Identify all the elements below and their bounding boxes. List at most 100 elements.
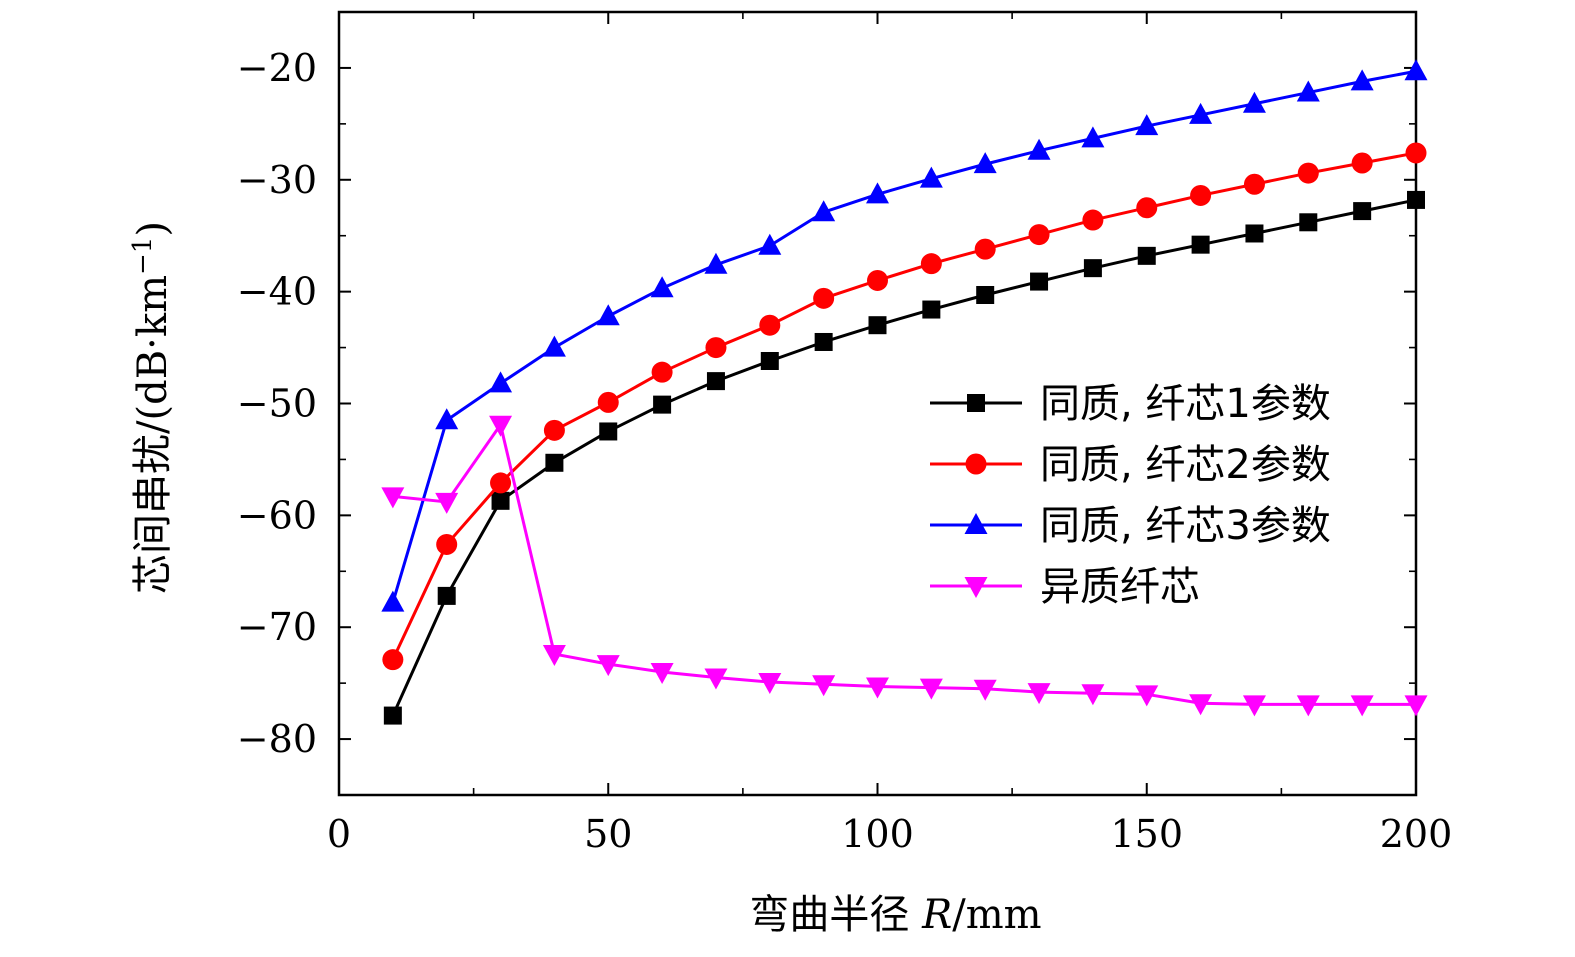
data-point xyxy=(1245,224,1264,243)
data-point xyxy=(1081,684,1105,706)
data-point xyxy=(1189,694,1213,716)
data-point xyxy=(489,415,513,437)
data-point xyxy=(1082,209,1104,231)
data-point xyxy=(542,645,566,667)
y-tick-label: −20 xyxy=(237,46,317,90)
data-point xyxy=(542,335,566,357)
svg-text:芯间串扰/(dB·km−1): 芯间串扰/(dB·km−1) xyxy=(128,221,176,594)
x-tick-label: 200 xyxy=(1380,812,1453,856)
data-point xyxy=(1404,695,1428,717)
legend-item: 同质, 纤芯2参数 xyxy=(930,442,1331,488)
data-point xyxy=(758,673,782,695)
legend-label: 异质纤芯 xyxy=(1040,564,1200,610)
data-point xyxy=(1191,235,1210,254)
data-point xyxy=(1407,190,1425,209)
data-point xyxy=(435,408,459,430)
y-tick-label: −80 xyxy=(237,717,317,761)
data-point xyxy=(974,238,996,260)
x-tick-label: 0 xyxy=(327,812,351,856)
y-tick-label: −30 xyxy=(237,158,317,202)
y-tick-label: −40 xyxy=(237,270,317,314)
data-point xyxy=(1081,126,1105,148)
legend-item: 同质, 纤芯1参数 xyxy=(930,381,1331,427)
legend-item: 同质, 纤芯3参数 xyxy=(930,503,1331,549)
data-point xyxy=(650,276,674,298)
data-point xyxy=(1353,202,1372,221)
y-axis-title-close: ) xyxy=(130,221,176,237)
data-point xyxy=(1296,80,1320,102)
y-axis-title-superscript: −1 xyxy=(128,237,158,275)
data-point xyxy=(1404,59,1428,81)
data-point xyxy=(973,679,997,701)
data-point xyxy=(868,316,887,335)
data-point xyxy=(758,233,782,255)
data-point xyxy=(383,706,402,725)
data-point xyxy=(1351,152,1373,174)
data-point xyxy=(1297,162,1319,184)
data-point xyxy=(653,395,672,414)
x-axis-title-prefix: 弯曲半径 xyxy=(749,892,922,938)
data-point xyxy=(490,472,512,494)
data-point xyxy=(1027,138,1051,160)
data-point xyxy=(650,662,674,684)
legend-marker xyxy=(964,513,988,534)
x-tick-label: 50 xyxy=(584,812,632,856)
legend-marker xyxy=(965,453,987,475)
data-point xyxy=(1350,695,1374,717)
data-point xyxy=(973,152,997,174)
data-point xyxy=(1136,197,1158,219)
data-point xyxy=(704,252,728,274)
data-point xyxy=(1405,142,1427,164)
data-point xyxy=(1027,683,1051,705)
legend-marker xyxy=(967,394,985,412)
data-point xyxy=(812,675,836,697)
data-point xyxy=(866,182,889,204)
data-point xyxy=(1028,224,1050,246)
data-point xyxy=(491,491,510,510)
data-point xyxy=(922,300,941,319)
data-point xyxy=(760,351,779,370)
data-point xyxy=(704,668,728,690)
legend-item: 异质纤芯 xyxy=(930,564,1200,610)
data-point xyxy=(759,314,781,336)
series-4 xyxy=(381,415,1428,717)
series-2 xyxy=(382,142,1427,671)
data-point xyxy=(381,590,405,612)
data-point xyxy=(1030,272,1049,291)
data-point xyxy=(435,492,459,514)
data-point xyxy=(812,200,836,222)
data-point xyxy=(381,487,405,509)
data-point xyxy=(382,649,404,671)
y-tick-label: −60 xyxy=(237,493,317,537)
data-point xyxy=(436,533,458,555)
y-tick-label: −50 xyxy=(237,382,317,426)
data-point xyxy=(651,361,673,383)
data-point xyxy=(1243,173,1265,195)
legend-label: 同质, 纤芯1参数 xyxy=(1040,381,1331,427)
data-point xyxy=(1299,213,1318,232)
data-point xyxy=(545,453,564,472)
legend-label: 同质, 纤芯2参数 xyxy=(1040,442,1331,488)
data-point xyxy=(1350,69,1374,91)
data-point xyxy=(489,371,513,393)
series-line xyxy=(391,69,1417,604)
data-point xyxy=(1189,102,1213,124)
data-point xyxy=(706,372,725,391)
series-1 xyxy=(383,190,1425,725)
x-axis-title-variable: R xyxy=(921,892,952,938)
data-point xyxy=(543,419,565,441)
data-point xyxy=(705,337,727,359)
data-point xyxy=(919,166,943,188)
data-point xyxy=(1135,114,1159,136)
data-point xyxy=(597,391,619,413)
data-point xyxy=(1242,695,1266,717)
data-point xyxy=(599,422,618,441)
data-point xyxy=(1135,685,1159,707)
data-point xyxy=(1190,184,1212,206)
data-point xyxy=(976,285,995,304)
svg-text:弯曲半径 R/mm: 弯曲半径 R/mm xyxy=(749,892,1041,938)
y-axis-title-main: 芯间串扰/(dB·km xyxy=(130,275,176,594)
